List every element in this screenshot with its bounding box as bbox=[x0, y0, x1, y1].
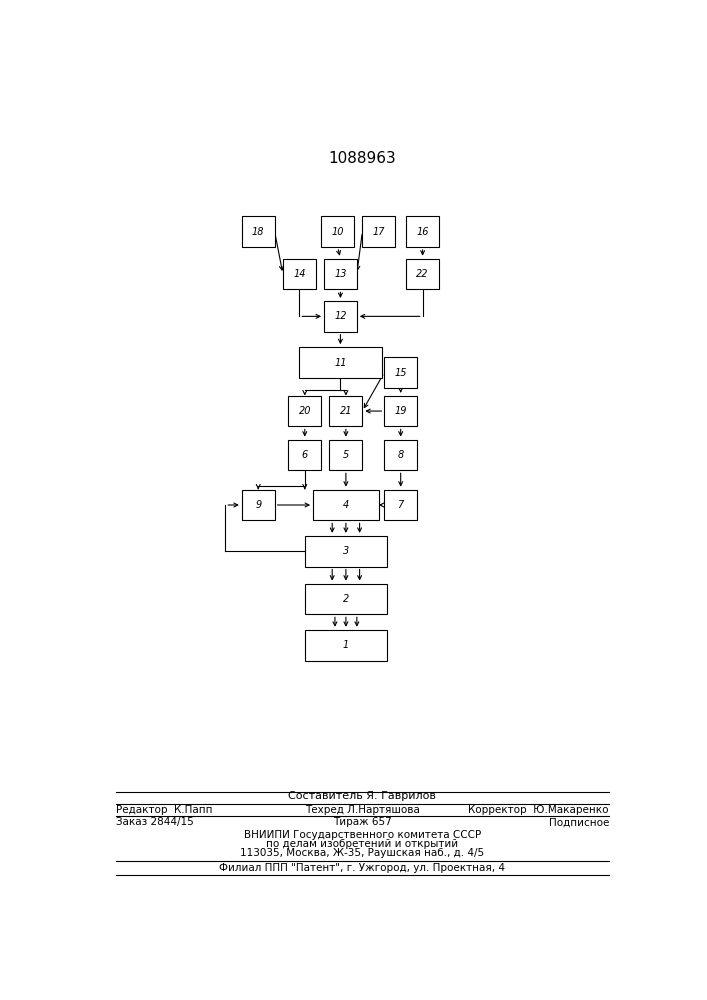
Bar bbox=[385, 357, 417, 388]
Text: 10: 10 bbox=[332, 227, 344, 237]
Bar bbox=[329, 396, 362, 426]
Text: Техред Л.Нартяшова: Техред Л.Нартяшова bbox=[305, 805, 420, 815]
Text: 15: 15 bbox=[395, 368, 407, 378]
Text: 4: 4 bbox=[343, 500, 349, 510]
Bar bbox=[329, 440, 362, 470]
Bar bbox=[324, 301, 357, 332]
Text: 9: 9 bbox=[255, 500, 262, 510]
Bar bbox=[385, 490, 417, 520]
Text: 5: 5 bbox=[343, 450, 349, 460]
Text: по делам изобретений и открытий: по делам изобретений и открытий bbox=[267, 839, 458, 849]
Text: 17: 17 bbox=[373, 227, 385, 237]
Bar bbox=[283, 259, 316, 289]
Bar bbox=[305, 536, 387, 567]
Bar bbox=[288, 440, 321, 470]
Text: 18: 18 bbox=[252, 227, 264, 237]
Bar bbox=[385, 440, 417, 470]
Text: 14: 14 bbox=[293, 269, 305, 279]
Text: 21: 21 bbox=[339, 406, 352, 416]
Bar bbox=[321, 216, 354, 247]
Bar bbox=[324, 259, 357, 289]
Text: 22: 22 bbox=[416, 269, 429, 279]
Text: Подписное: Подписное bbox=[549, 817, 609, 827]
Bar bbox=[242, 490, 275, 520]
Text: 6: 6 bbox=[302, 450, 308, 460]
Text: 16: 16 bbox=[416, 227, 429, 237]
Text: 12: 12 bbox=[334, 311, 346, 321]
Text: Редактор  К.Папп: Редактор К.Папп bbox=[116, 805, 212, 815]
Text: Заказ 2844/15: Заказ 2844/15 bbox=[116, 817, 194, 827]
Text: 13: 13 bbox=[334, 269, 346, 279]
Text: 20: 20 bbox=[298, 406, 311, 416]
Bar bbox=[305, 584, 387, 614]
Text: 113035, Москва, Ж-35, Раушская наб., д. 4/5: 113035, Москва, Ж-35, Раушская наб., д. … bbox=[240, 848, 484, 858]
Text: 19: 19 bbox=[395, 406, 407, 416]
Text: 8: 8 bbox=[397, 450, 404, 460]
Bar bbox=[299, 347, 382, 378]
Text: 11: 11 bbox=[334, 358, 346, 368]
Text: 3: 3 bbox=[343, 546, 349, 556]
Bar bbox=[407, 259, 439, 289]
Text: Составитель Я. Гаврилов: Составитель Я. Гаврилов bbox=[288, 791, 436, 801]
Text: 1: 1 bbox=[343, 640, 349, 650]
Text: 1088963: 1088963 bbox=[329, 151, 396, 166]
Bar bbox=[385, 396, 417, 426]
Bar bbox=[313, 490, 379, 520]
Bar bbox=[363, 216, 395, 247]
Text: ВНИИПИ Государственного комитета СССР: ВНИИПИ Государственного комитета СССР bbox=[244, 830, 481, 840]
Bar bbox=[305, 630, 387, 661]
Bar bbox=[242, 216, 275, 247]
Text: Корректор  Ю.Макаренко: Корректор Ю.Макаренко bbox=[469, 805, 609, 815]
Text: Тираж 657: Тираж 657 bbox=[333, 817, 392, 827]
Text: 7: 7 bbox=[397, 500, 404, 510]
Text: 2: 2 bbox=[343, 594, 349, 604]
Text: Филиал ППП "Патент", г. Ужгород, ул. Проектная, 4: Филиал ППП "Патент", г. Ужгород, ул. Про… bbox=[219, 863, 506, 873]
Bar bbox=[407, 216, 439, 247]
Bar bbox=[288, 396, 321, 426]
